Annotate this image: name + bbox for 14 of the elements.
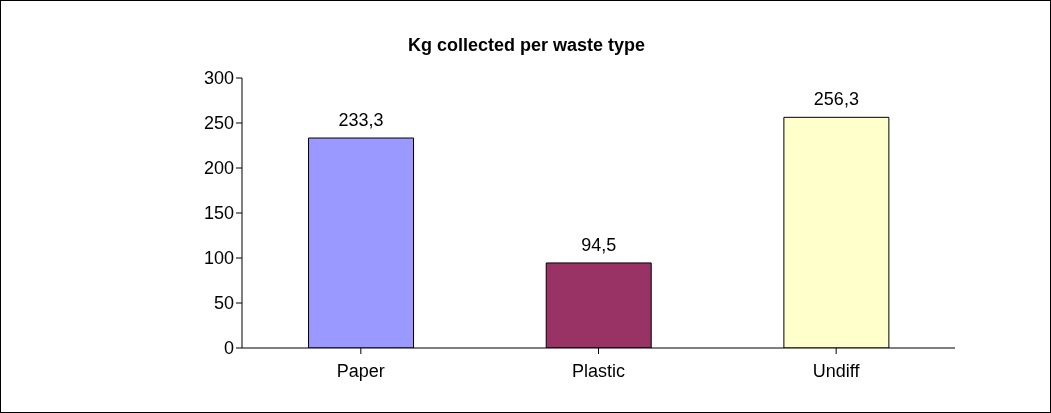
x-tick-label: Undiff [812,360,861,381]
x-tick-label: Plastic [571,360,626,381]
y-tick-label: 150 [203,203,234,224]
y-tick-label: 300 [203,68,234,89]
y-tick-label: 100 [203,248,234,269]
chart-title: Kg collected per waste type [406,35,647,56]
y-tick-label: 50 [213,293,234,314]
y-tick-label: 200 [203,158,234,179]
x-tick-label: Paper [336,360,385,381]
y-tick-label: 0 [223,338,234,359]
data-label: 94,5 [581,234,617,255]
data-label: 256,3 [813,89,859,110]
data-label: 233,3 [338,110,384,131]
y-tick-label: 250 [203,113,234,134]
